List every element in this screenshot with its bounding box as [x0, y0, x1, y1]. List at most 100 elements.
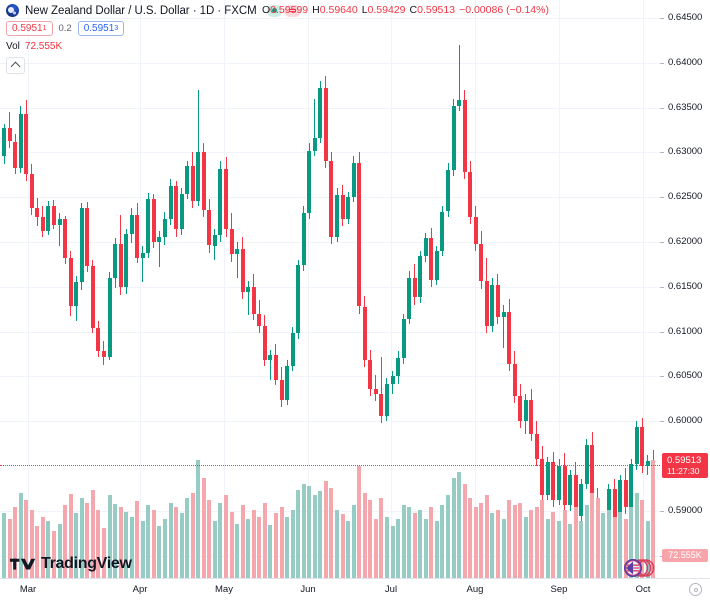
tradingview-wordmark: TradingView	[41, 555, 132, 572]
volume-bar	[623, 519, 628, 578]
volume-bar	[551, 511, 556, 578]
volume-legend: Vol 72.555K	[6, 41, 62, 52]
volume-bar	[501, 519, 506, 578]
volume-bar	[340, 514, 345, 578]
time-axis-tick: May	[215, 584, 233, 595]
volume-bar	[74, 513, 79, 578]
price-axis-tick: 0.63000	[668, 146, 703, 158]
volume-bar	[568, 523, 573, 578]
volume-bar	[24, 500, 29, 578]
volume-bar	[40, 516, 45, 578]
volume-bar	[357, 465, 362, 578]
volume-bar	[440, 504, 445, 578]
upper-price-badge[interactable]: 0.5951 3	[77, 21, 125, 36]
volume-bar	[379, 497, 384, 578]
volume-bar	[640, 500, 645, 578]
volume-bar	[479, 502, 484, 578]
volume-bar	[335, 509, 339, 578]
price-axis-tick: 0.64000	[668, 56, 703, 68]
volume-bar	[240, 504, 245, 578]
time-axis-tick: Sep	[550, 584, 568, 595]
volume-bar	[601, 513, 606, 578]
volume-bar	[29, 509, 34, 578]
price-change: −0.00086 (−0.14%)	[459, 4, 549, 16]
volume-bar	[595, 497, 600, 578]
volume-bar	[207, 500, 212, 578]
volume-bar	[368, 500, 373, 578]
volume-bar	[612, 516, 617, 578]
volume-bar	[90, 489, 95, 578]
volume-bar	[296, 489, 301, 578]
volume-bar	[545, 519, 550, 578]
legend-toggle-group[interactable]	[266, 4, 301, 17]
volume-bar	[434, 521, 439, 578]
volume-axis-badge: 72.555K	[662, 549, 708, 562]
broker-globe-logo	[620, 558, 656, 578]
volume-bar	[190, 493, 195, 578]
volume-bar	[101, 528, 106, 578]
volume-bar	[235, 523, 240, 578]
volume-bar	[573, 507, 578, 578]
volume-bar	[229, 511, 234, 578]
ohlc-values: O0.59599 H0.59640 L0.59429 C0.59513 −0.0…	[262, 4, 549, 16]
ohlc-high: H0.59640	[312, 4, 358, 16]
collapse-pane-button[interactable]	[6, 57, 25, 74]
volume-bar	[529, 509, 534, 578]
volume-bar	[185, 497, 190, 578]
volume-bar	[257, 516, 262, 578]
volume-bar	[407, 507, 412, 578]
volume-value: 72.555K	[24, 41, 63, 52]
price-axis-tick: 0.62500	[668, 191, 703, 203]
volume-bar	[523, 516, 528, 578]
volume-bar	[201, 477, 206, 578]
volume-bar	[484, 495, 489, 578]
time-axis-tick: Jun	[300, 584, 316, 595]
volume-bar	[323, 481, 328, 578]
volume-bar	[645, 521, 650, 578]
volume-bar	[79, 497, 84, 578]
green-dot-badge[interactable]	[266, 4, 282, 17]
volume-bar	[113, 503, 117, 578]
volume-bar	[212, 521, 217, 578]
page-title: New Zealand Dollar / U.S. Dollar · 1D · …	[25, 4, 257, 17]
chevron-up-icon	[10, 61, 21, 72]
equals-badge[interactable]	[283, 4, 301, 17]
tradingview-logo: TradingView	[10, 556, 132, 572]
time-axis-tick: Jul	[384, 584, 398, 595]
volume-bar	[651, 460, 656, 578]
volume-bar	[634, 493, 639, 578]
volume-bar	[7, 519, 12, 578]
volume-bar	[35, 526, 40, 578]
volume-bar	[540, 500, 545, 578]
price-axis-tick: 0.60500	[668, 370, 703, 382]
volume-bar	[468, 497, 473, 578]
time-axis-tick: Aug	[466, 584, 484, 595]
lower-price-badge[interactable]: 0.5951 1	[6, 21, 53, 36]
volume-bar	[96, 509, 101, 578]
price-axis-tick: 0.60000	[668, 415, 703, 427]
volume-bar	[462, 483, 467, 578]
indicator-parameter: 0.2	[58, 23, 72, 34]
chart-legend-header: New Zealand Dollar / U.S. Dollar · 1D · …	[0, 0, 710, 38]
volume-bar	[218, 502, 223, 578]
volume-bar	[373, 519, 378, 578]
chart-plot-area[interactable]	[0, 0, 660, 578]
volume-bar	[301, 483, 306, 578]
indicator-badges-row: 0.5951 1 0.2 0.5951 3	[6, 21, 125, 36]
volume-bar	[507, 500, 512, 578]
volume-bar	[196, 460, 201, 578]
volume-bar	[57, 523, 62, 578]
volume-bar	[534, 507, 539, 578]
volume-bar	[423, 519, 428, 578]
volume-bar	[412, 513, 417, 578]
price-axis[interactable]: 0.64500 0.64000 0.63500 0.63000 0.62500 0.620…	[660, 0, 710, 578]
time-axis[interactable]: Mar Apr May Jun Jul Aug Sep Oct	[0, 578, 710, 600]
price-axis-tick: 0.62000	[668, 236, 703, 247]
volume-bar	[140, 521, 145, 578]
current-price-badge[interactable]: 0.59513 11:27:30	[662, 452, 708, 478]
volume-bar	[246, 519, 251, 578]
volume-bar	[495, 509, 500, 578]
ohlc-open: O0.59599	[262, 4, 309, 16]
gear-icon[interactable]	[689, 583, 702, 596]
volume-bar	[307, 486, 312, 578]
